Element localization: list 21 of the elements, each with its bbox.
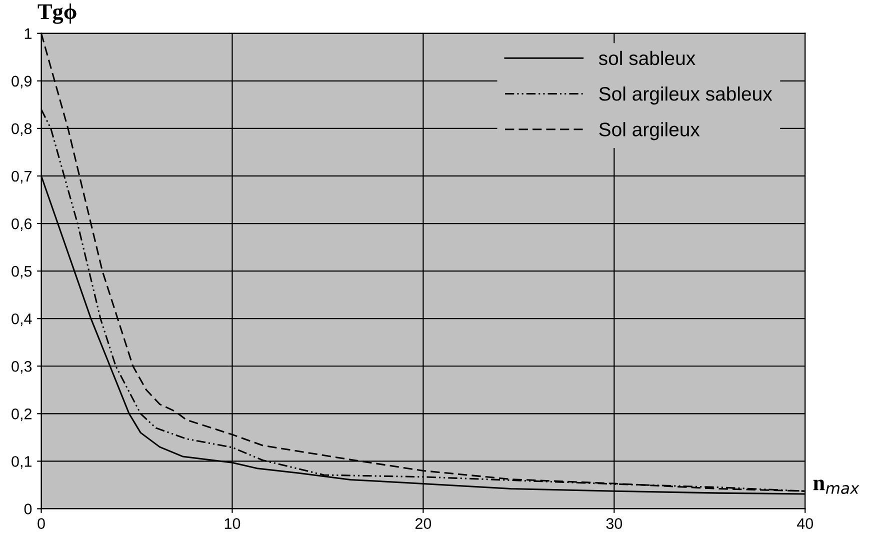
x-axis-title: n$_{max}$ (813, 480, 860, 494)
y-tick-label: 0,3 (12, 360, 32, 374)
y-axis-title: Tgϕ (38, 4, 76, 24)
y-tick-label: 1 (24, 28, 32, 39)
legend-label: sol sableux (598, 50, 696, 66)
x-tick-label: 20 (415, 518, 432, 529)
x-tick-label: 0 (38, 518, 45, 529)
x-tick-label: 40 (796, 518, 814, 529)
y-tick-label: 0,4 (12, 313, 32, 326)
y-tick-label: 0,9 (12, 76, 32, 88)
y-tick-label: 0,2 (12, 408, 32, 422)
x-tick-label: 10 (224, 518, 240, 529)
legend-label: Sol argileux sableux (599, 86, 772, 105)
y-tick-label: 0,5 (12, 266, 32, 279)
y-tick-label: 0,7 (12, 170, 32, 184)
x-tick-label: 30 (606, 518, 622, 529)
y-tick-label: 0 (24, 504, 32, 514)
y-tick-label: 0,6 (12, 218, 32, 232)
legend-label: Sol argileux (599, 122, 700, 140)
y-tick-label: 0,1 (12, 456, 32, 469)
y-tick-label: 0,8 (12, 123, 32, 136)
